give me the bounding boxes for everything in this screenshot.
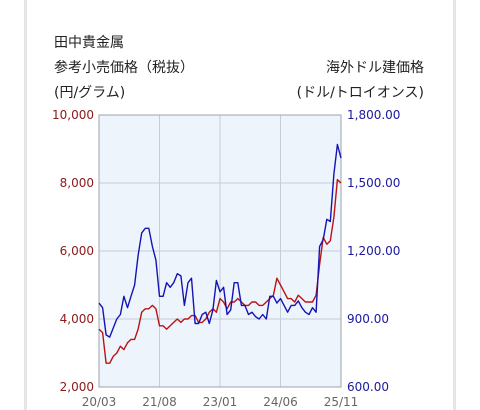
right-axis-tick-label: 1,800.00 — [347, 108, 400, 122]
left-axis-tick-label: 6,000 — [60, 244, 94, 258]
right-axis-tick-label: 1,200.00 — [347, 244, 400, 258]
provider-title: 田中貴金属 — [54, 35, 124, 51]
usd-price-line — [98, 143, 342, 338]
right-axis-unit: (ドル/トロイオンス) — [296, 85, 424, 101]
left-axis-tick-label: 4,000 — [60, 312, 94, 326]
right-axis-tick-label: 900.00 — [347, 312, 389, 326]
yen-price-line — [98, 178, 342, 364]
right-edge-bar — [453, 0, 456, 410]
x-axis-tick-label: 23/01 — [203, 395, 238, 409]
left-axis-tick-label: 2,000 — [60, 380, 94, 394]
x-axis-tick-label: 24/06 — [263, 395, 298, 409]
x-axis-tick-label: 25/11 — [324, 395, 359, 409]
plot-border — [98, 114, 342, 388]
left-axis-unit: (円/グラム) — [54, 85, 126, 101]
left-edge-bar — [24, 0, 27, 410]
right-axis-title: 海外ドル建価格 — [326, 60, 424, 76]
x-axis-tick-label: 21/08 — [142, 395, 177, 409]
x-axis-tick-label: 20/03 — [82, 395, 117, 409]
left-axis-title: 参考小売価格（税抜） — [54, 60, 194, 76]
left-axis-tick-label: 8,000 — [60, 176, 94, 190]
left-axis-tick-label: 10,000 — [52, 108, 94, 122]
right-axis-tick-label: 600.00 — [347, 380, 389, 394]
right-axis-tick-label: 1,500.00 — [347, 176, 400, 190]
